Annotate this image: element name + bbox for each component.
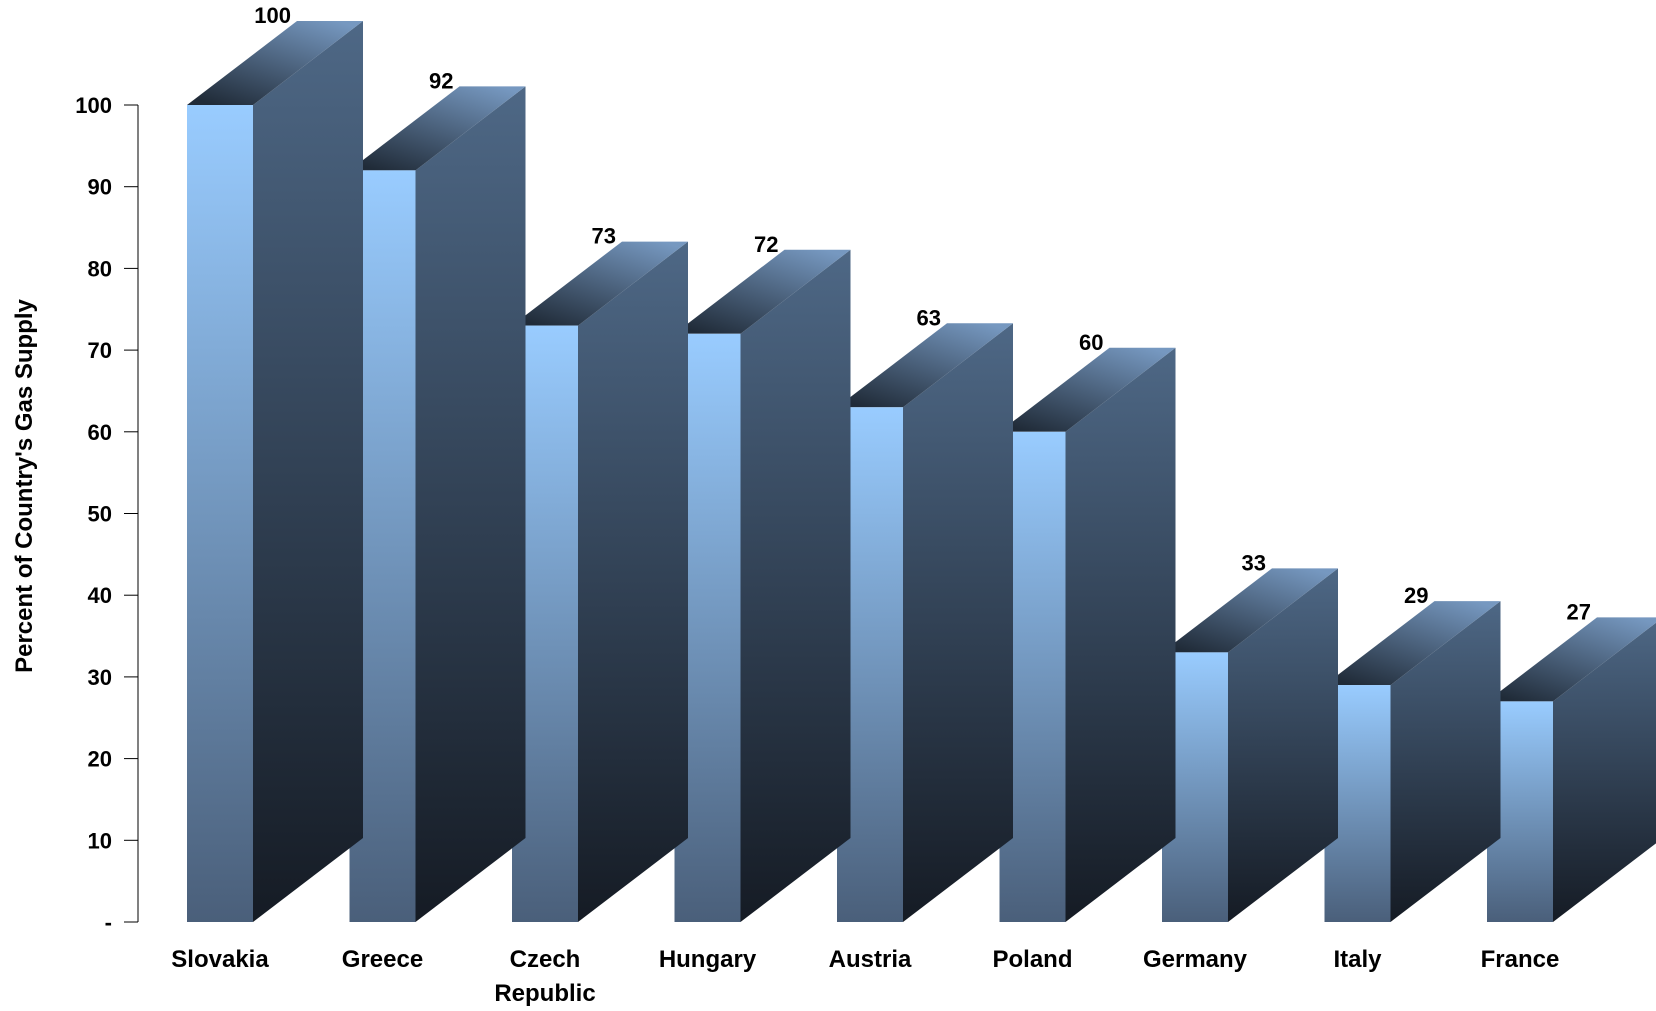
bar-side-5 bbox=[1065, 347, 1176, 922]
bar-5 bbox=[999, 347, 1176, 922]
y-tick-label-10: 100 bbox=[75, 93, 112, 118]
value-label-6: 33 bbox=[1242, 550, 1266, 575]
category-label-line: Greece bbox=[342, 946, 423, 973]
bar-4 bbox=[837, 323, 1013, 922]
value-label-5: 60 bbox=[1079, 330, 1103, 355]
category-label-line: Slovakia bbox=[171, 946, 269, 973]
bar-3 bbox=[674, 249, 851, 922]
bar-top-4 bbox=[837, 323, 1013, 408]
category-label-4: Austria bbox=[829, 946, 912, 973]
y-tick-label-1: 10 bbox=[88, 828, 112, 853]
bar-side-1 bbox=[415, 86, 526, 923]
value-label-3: 72 bbox=[754, 232, 778, 257]
bar-side-8 bbox=[1553, 622, 1656, 922]
bar-8 bbox=[1487, 617, 1656, 922]
category-label-line: Republic bbox=[494, 980, 595, 1007]
y-axis-title: Percent of Country's Gas Supply bbox=[11, 298, 38, 672]
category-label-line: Hungary bbox=[659, 946, 757, 973]
bar-side-7 bbox=[1390, 601, 1501, 922]
category-label-0: Slovakia bbox=[171, 946, 269, 973]
bar-side-0 bbox=[253, 21, 363, 922]
category-label-3: Hungary bbox=[659, 946, 757, 973]
y-axis: - 10 20 30 40 50 60 70 80 90 100 bbox=[75, 93, 139, 935]
value-label-2: 73 bbox=[592, 224, 616, 249]
bar-7 bbox=[1324, 601, 1501, 922]
y-tick-label-3: 30 bbox=[88, 665, 112, 690]
bar-2 bbox=[512, 241, 688, 923]
category-label-line: Germany bbox=[1143, 946, 1248, 973]
value-label-7: 29 bbox=[1404, 583, 1428, 608]
bar-top-7 bbox=[1324, 601, 1501, 686]
bar-top-6 bbox=[1162, 568, 1338, 653]
category-label-7: Italy bbox=[1333, 946, 1382, 973]
category-label-2: Czech Republic bbox=[494, 946, 595, 1007]
bar-side-3 bbox=[740, 249, 851, 922]
category-label-8: France bbox=[1481, 946, 1560, 973]
value-label-8: 27 bbox=[1567, 599, 1591, 624]
bar-top-3 bbox=[674, 249, 851, 334]
bar-top-8 bbox=[1487, 617, 1656, 702]
y-tick-label-5: 50 bbox=[88, 502, 112, 527]
value-label-0: 100 bbox=[254, 3, 291, 28]
bar-top-1 bbox=[349, 86, 526, 171]
category-label-line: France bbox=[1481, 946, 1560, 973]
bar-top-2 bbox=[512, 241, 688, 326]
category-label-line: Czech bbox=[510, 946, 581, 973]
category-label-line: Italy bbox=[1333, 946, 1382, 973]
labels-layer: 100 92 73 72 63 60 33 29 27 Slovakia Greece Czech Re… bbox=[171, 3, 1591, 1007]
value-label-4: 63 bbox=[917, 305, 941, 330]
y-tick-label-4: 40 bbox=[88, 583, 112, 608]
bar-side-6 bbox=[1228, 568, 1338, 922]
category-label-1: Greece bbox=[342, 946, 423, 973]
category-label-5: Poland bbox=[992, 946, 1072, 973]
y-tick-label-6: 60 bbox=[88, 420, 112, 445]
y-tick-label-0: - bbox=[105, 910, 112, 935]
y-tick-label-2: 20 bbox=[88, 747, 112, 772]
bar-top-0 bbox=[187, 21, 363, 105]
bar-6 bbox=[1162, 568, 1338, 922]
bar-1 bbox=[349, 86, 526, 923]
value-label-1: 92 bbox=[429, 68, 453, 93]
y-tick-label-7: 70 bbox=[88, 338, 112, 363]
y-tick-label-9: 90 bbox=[88, 175, 112, 200]
category-label-6: Germany bbox=[1143, 946, 1248, 973]
y-tick-label-8: 80 bbox=[88, 256, 112, 281]
category-label-line: Austria bbox=[829, 946, 912, 973]
bar-front-0 bbox=[187, 105, 253, 922]
category-label-line: Poland bbox=[992, 946, 1072, 973]
bar-top-5 bbox=[999, 347, 1176, 432]
bars-layer bbox=[187, 21, 1656, 923]
bar-side-4 bbox=[903, 323, 1013, 922]
bar-side-2 bbox=[578, 241, 688, 923]
bar-0 bbox=[187, 21, 363, 922]
